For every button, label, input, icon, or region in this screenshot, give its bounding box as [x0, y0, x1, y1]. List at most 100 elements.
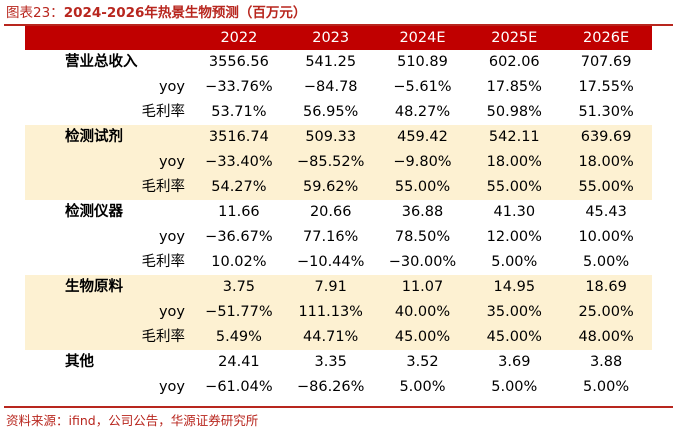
column-header: 2023 [284, 26, 377, 50]
value-cell: 40.00% [376, 300, 469, 325]
value-cell: 78.50% [394, 229, 451, 245]
value-cell: 55.00% [560, 175, 652, 200]
value-cell: 36.88 [401, 204, 444, 220]
metric-label: yoy [25, 150, 193, 175]
bottom-divider [4, 406, 673, 408]
value-cell: 459.42 [376, 125, 469, 150]
value-cell: 55.00% [376, 175, 469, 200]
value-cell: 10.00% [578, 229, 634, 245]
value-cell: 59.62% [284, 175, 377, 200]
value-cell: −33.76% [205, 79, 273, 95]
value-cell: 3.75 [193, 275, 285, 300]
segment-name: 检测仪器 [65, 204, 123, 220]
value-cell: 51.30% [578, 104, 634, 120]
segment-name: 其他 [65, 354, 94, 370]
value-cell: 3.88 [589, 354, 623, 370]
table-row-sub: yoy −36.67% 77.16% 78.50% 12.00% 10.00% [25, 225, 652, 250]
column-header: 2026E [560, 26, 652, 50]
value-cell: 542.11 [468, 125, 561, 150]
table-row-main: 检测仪器 11.66 20.66 36.88 41.30 45.43 [25, 200, 652, 225]
value-cell: 510.89 [397, 54, 448, 70]
value-cell: 5.00% [583, 379, 630, 395]
value-cell: 17.55% [578, 79, 634, 95]
column-header: 2024E [376, 26, 469, 50]
forecast-table: 2022 2023 2024E 2025E 2026E 营业总收入 3556.56… [25, 26, 652, 400]
value-cell: 509.33 [284, 125, 377, 150]
value-cell: 5.49% [193, 325, 285, 350]
value-cell: 11.07 [376, 275, 469, 300]
segment-name: 营业总收入 [65, 54, 138, 70]
value-cell: 20.66 [309, 204, 352, 220]
value-cell: 18.00% [468, 150, 561, 175]
value-cell: 45.43 [585, 204, 627, 220]
column-header: 2025E [468, 26, 561, 50]
figure-title: 2024-2026年热景生物预测（百万元） [63, 5, 307, 21]
table-row-main: 营业总收入 3556.56 541.25 510.89 602.06 707.69 [25, 50, 652, 75]
table-row-main: 检测试剂 3516.74 509.33 459.42 542.11 639.69 [25, 125, 652, 150]
table-row-main: 其他 24.41 3.35 3.52 3.69 3.88 [25, 350, 652, 375]
value-cell: 3516.74 [193, 125, 285, 150]
value-cell: −33.40% [193, 150, 285, 175]
metric-label: yoy [158, 79, 185, 95]
figure-label: 图表23： [6, 5, 64, 21]
value-cell: 14.95 [468, 275, 561, 300]
metric-label: 毛利率 [25, 175, 193, 200]
value-cell: −5.61% [393, 79, 452, 95]
metric-label: 毛利率 [141, 254, 186, 270]
metric-label: yoy [158, 229, 185, 245]
value-cell: −86.26% [296, 379, 365, 395]
value-cell: 5.00% [491, 379, 538, 395]
value-cell: −10.44% [296, 254, 365, 270]
value-cell: 12.00% [486, 229, 542, 245]
value-cell: 56.95% [303, 104, 359, 120]
table-row-sub: 毛利率 54.27% 59.62% 55.00% 55.00% 55.00% [25, 175, 652, 200]
top-divider [4, 24, 673, 26]
value-cell: 24.41 [218, 354, 260, 370]
value-cell: 7.91 [284, 275, 377, 300]
value-cell: 639.69 [560, 125, 652, 150]
segment-name: 生物原料 [25, 275, 193, 300]
value-cell: 5.00% [583, 254, 630, 270]
value-cell: −9.80% [376, 150, 469, 175]
figure-caption: 图表23：2024-2026年热景生物预测（百万元） [6, 2, 306, 24]
value-cell: 18.69 [560, 275, 652, 300]
value-cell: 5.00% [399, 379, 446, 395]
value-cell: −36.67% [205, 229, 273, 245]
table-row-sub: 毛利率 10.02% −10.44% −30.00% 5.00% 5.00% [25, 250, 652, 275]
value-cell: 45.00% [376, 325, 469, 350]
value-cell: 45.00% [468, 325, 561, 350]
metric-label: yoy [158, 379, 185, 395]
value-cell: 5.00% [491, 254, 538, 270]
value-cell: −51.77% [193, 300, 285, 325]
value-cell: −85.52% [284, 150, 377, 175]
value-cell: 48.00% [560, 325, 652, 350]
value-cell: 18.00% [560, 150, 652, 175]
header-row: 2022 2023 2024E 2025E 2026E [25, 26, 652, 50]
table-row-main: 生物原料 3.75 7.91 11.07 14.95 18.69 [25, 275, 652, 300]
value-cell: 3556.56 [208, 54, 269, 70]
value-cell: −61.04% [205, 379, 273, 395]
value-cell: 111.13% [284, 300, 377, 325]
value-cell: −84.78 [303, 79, 358, 95]
value-cell: 35.00% [468, 300, 561, 325]
value-cell: 17.85% [486, 79, 542, 95]
source-note: 资料来源：ifind，公司公告，华源证券研究所 [6, 413, 259, 428]
value-cell: 25.00% [560, 300, 652, 325]
value-cell: 77.16% [303, 229, 359, 245]
value-cell: 3.35 [314, 354, 347, 370]
table-body: 营业总收入 3556.56 541.25 510.89 602.06 707.69 yoy −… [25, 50, 652, 400]
value-cell: 541.25 [305, 54, 357, 70]
table-row-sub: yoy −61.04% −86.26% 5.00% 5.00% 5.00% [25, 375, 652, 400]
value-cell: 53.71% [211, 104, 267, 120]
metric-label: 毛利率 [25, 325, 193, 350]
table-row-sub: yoy −33.76% −84.78 −5.61% 17.85% 17.55% [25, 75, 652, 100]
value-cell: 48.27% [394, 104, 451, 120]
value-cell: 3.52 [406, 354, 439, 370]
value-cell: 50.98% [486, 104, 542, 120]
table-row-sub: 毛利率 53.71% 56.95% 48.27% 50.98% 51.30% [25, 100, 652, 125]
metric-label: 毛利率 [141, 104, 186, 120]
value-cell: 10.02% [211, 254, 267, 270]
value-cell: −30.00% [388, 254, 457, 270]
value-cell: 44.71% [284, 325, 377, 350]
table-row-sub: yoy −33.40% −85.52% −9.80% 18.00% 18.00% [25, 150, 652, 175]
